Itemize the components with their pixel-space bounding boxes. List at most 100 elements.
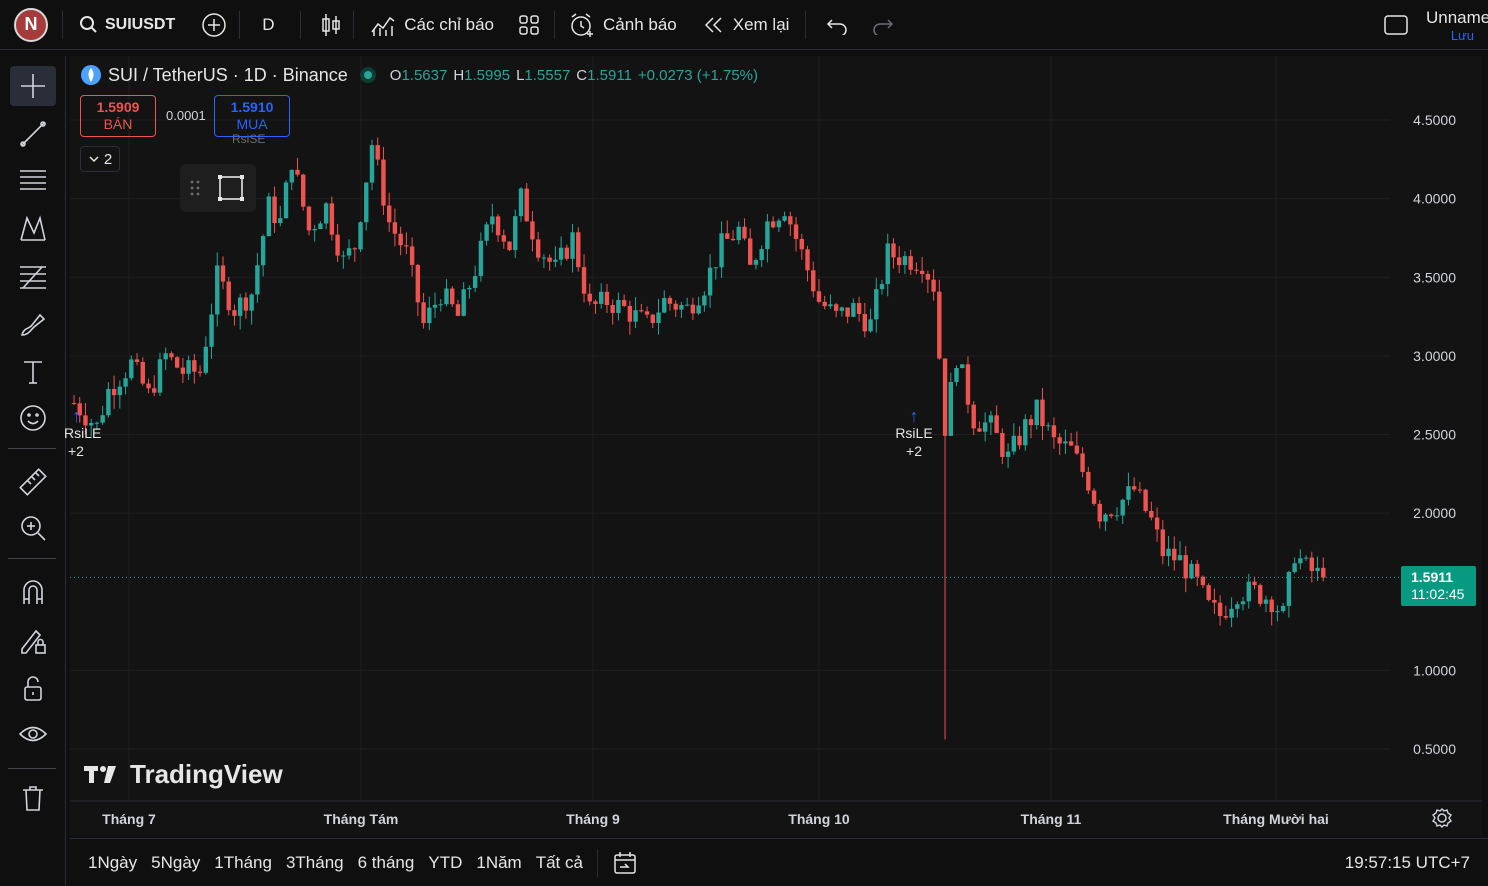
candle-body <box>427 307 432 324</box>
lock-drawings-tool[interactable] <box>10 620 56 660</box>
candle-body <box>633 310 638 322</box>
candle-body <box>71 403 77 405</box>
candle-body <box>203 346 209 373</box>
clock[interactable]: 19:57:15 UTC+7 <box>1344 852 1470 872</box>
range-ytd[interactable]: YTD <box>428 852 463 872</box>
symbol-search-button[interactable]: SUIUSDT <box>79 0 175 50</box>
horizontal-lines-tool[interactable] <box>10 160 56 200</box>
high-value: 1.5995 <box>464 66 511 84</box>
compare-symbol-button[interactable] <box>201 0 227 50</box>
crosshair-tool[interactable] <box>10 66 56 106</box>
layout-name-block[interactable]: Unnamed Lưu <box>1426 8 1488 43</box>
range-5d[interactable]: 5Ngày <box>151 852 201 872</box>
select-rectangle-icon[interactable] <box>216 173 246 203</box>
range-6m[interactable]: 6 tháng <box>357 852 415 872</box>
indicators-button[interactable]: Các chỉ báo <box>370 0 494 50</box>
rsi-long-signal-2[interactable]: ↑ RsiLE +2 <box>892 407 936 460</box>
candle-body <box>679 304 684 310</box>
trend-line-tool[interactable] <box>10 114 56 154</box>
candle-body <box>839 307 845 311</box>
price-tick-label: 3.5000 <box>1413 269 1456 285</box>
rsi-short-signal[interactable]: RsiSE <box>232 132 266 146</box>
lock-all-tool[interactable] <box>10 668 56 708</box>
undo-button[interactable] <box>826 0 848 50</box>
market-status-icon[interactable] <box>359 67 376 83</box>
candle-body <box>1114 515 1120 517</box>
fib-tool[interactable] <box>10 256 56 296</box>
hide-tool[interactable] <box>10 714 56 754</box>
drag-handle-icon[interactable] <box>188 178 202 198</box>
time-axis[interactable]: Tháng 7 Tháng Tám Tháng 9 Tháng 10 Tháng 11 T… <box>70 800 1482 827</box>
candle-body <box>1057 437 1062 444</box>
candle-body <box>742 226 747 239</box>
go-to-date-icon[interactable] <box>612 850 638 876</box>
pattern-tool[interactable] <box>10 208 56 248</box>
time-tick-label: Tháng 7 <box>102 811 156 827</box>
candle-body <box>1023 419 1028 446</box>
range-3m[interactable]: 3Tháng <box>285 852 344 872</box>
candle-body <box>461 289 466 316</box>
candle-body <box>209 314 214 347</box>
zoom-tool[interactable] <box>10 508 56 548</box>
user-avatar[interactable]: N <box>14 7 48 42</box>
trash-icon <box>23 786 43 811</box>
bar-countdown: 11:02:45 <box>1411 586 1465 602</box>
range-all[interactable]: Tất cả <box>535 852 583 872</box>
templates-button[interactable] <box>518 0 540 50</box>
range-1m[interactable]: 1Tháng <box>214 852 272 872</box>
candle-body <box>707 267 713 296</box>
floating-drawing-toolbar[interactable] <box>180 164 256 212</box>
gear-icon[interactable] <box>1431 807 1453 829</box>
brush-tool[interactable] <box>10 304 56 344</box>
series-title[interactable]: SUI / TetherUS · 1D · Binance <box>108 64 348 85</box>
search-icon <box>80 15 97 33</box>
text-tool[interactable] <box>10 352 56 392</box>
open-label: O <box>389 66 402 84</box>
undo-icon <box>827 18 848 35</box>
candle-body <box>610 304 615 313</box>
candle-body <box>885 243 890 285</box>
price-axis[interactable]: 4.5000 4.0000 3.5000 3.0000 2.5000 2.0000 1.00… <box>1413 112 1456 757</box>
candle-body <box>690 304 696 314</box>
range-1y[interactable]: 1Năm <box>476 852 522 872</box>
alert-button[interactable]: Cảnh báo <box>569 0 677 50</box>
candle-body <box>937 291 942 359</box>
rsi-long-signal[interactable]: ↑ RsiLE +2 <box>64 407 110 460</box>
range-1d[interactable]: 1Ngày <box>88 852 138 872</box>
candle-body <box>788 216 793 225</box>
redo-button[interactable] <box>872 0 894 50</box>
measure-tool[interactable] <box>10 462 56 502</box>
replay-button[interactable]: Xem lại <box>703 0 790 50</box>
save-label: Lưu <box>1450 28 1474 43</box>
remove-drawings-tool[interactable] <box>10 778 56 818</box>
collapse-indicators-button[interactable]: 2 <box>80 146 120 172</box>
emoji-tool[interactable] <box>10 398 56 438</box>
candle-body <box>1034 399 1039 426</box>
candle-body <box>1252 581 1257 586</box>
candle-body <box>1200 576 1206 586</box>
buy-button[interactable]: 1.5910 MUA <box>214 95 290 137</box>
unlock-icon <box>24 676 42 701</box>
candle-body <box>232 310 237 316</box>
price-chart[interactable]: 4.5000 4.0000 3.5000 3.0000 2.5000 2.0000 1.00… <box>70 56 1482 836</box>
sell-button[interactable]: 1.5909 BÁN <box>80 95 156 137</box>
candle-body <box>1235 604 1240 609</box>
candle-body <box>673 303 678 310</box>
candle-body <box>799 238 804 250</box>
interval-button[interactable]: D <box>262 0 286 50</box>
candle-body <box>1028 419 1034 426</box>
candle-body <box>845 307 850 317</box>
price-tick-label: 2.5000 <box>1413 427 1456 443</box>
tradingview-watermark[interactable]: TradingView <box>84 759 283 790</box>
chart-pane[interactable]: 4.5000 4.0000 3.5000 3.0000 2.5000 2.0000 1.00… <box>64 56 1482 836</box>
chart-type-button[interactable] <box>319 0 343 50</box>
layout-toggle-button[interactable] <box>1382 0 1410 50</box>
replay-label: Xem lại <box>732 14 790 34</box>
candle-body <box>249 294 254 311</box>
candle-body <box>713 267 719 269</box>
candle-body <box>312 228 317 231</box>
magnet-tool[interactable] <box>10 572 56 612</box>
pattern-icon <box>20 215 46 241</box>
collapse-count: 2 <box>103 150 113 168</box>
candle-body <box>358 222 363 250</box>
